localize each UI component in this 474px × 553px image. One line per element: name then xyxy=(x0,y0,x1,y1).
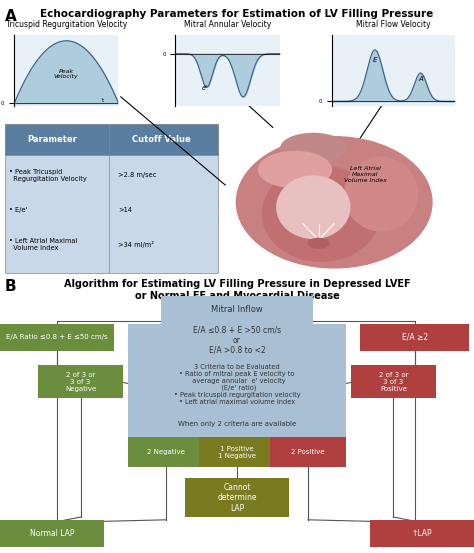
Text: Mitral Inflow: Mitral Inflow xyxy=(211,305,263,314)
Text: 2 of 3 or
3 of 3
Positive: 2 of 3 or 3 of 3 Positive xyxy=(379,372,408,392)
FancyBboxPatch shape xyxy=(270,437,346,467)
Text: ↑LAP: ↑LAP xyxy=(411,529,432,538)
Text: Cannot
determine
LAP: Cannot determine LAP xyxy=(217,483,257,513)
FancyBboxPatch shape xyxy=(370,520,474,547)
Text: >14: >14 xyxy=(118,207,133,213)
Text: Tricuspid Regurgitation Velocity: Tricuspid Regurgitation Velocity xyxy=(6,20,127,29)
FancyBboxPatch shape xyxy=(351,365,436,398)
FancyBboxPatch shape xyxy=(128,357,346,412)
Text: >2.8 m/sec: >2.8 m/sec xyxy=(118,173,157,179)
Text: Normal LAP: Normal LAP xyxy=(30,529,74,538)
Text: • Left Atrial Maximal
  Volume Index: • Left Atrial Maximal Volume Index xyxy=(9,238,78,251)
Text: 2 of 3 or
3 of 3
Negative: 2 of 3 or 3 of 3 Negative xyxy=(65,372,96,392)
Text: Algorithm for Estimating LV Filling Pressure in Depressed LVEF
or Normal EF and : Algorithm for Estimating LV Filling Pres… xyxy=(64,279,410,301)
Text: Mitral Annular Velocity: Mitral Annular Velocity xyxy=(184,20,271,29)
FancyBboxPatch shape xyxy=(5,124,218,273)
Text: When only 2 criteria are available: When only 2 criteria are available xyxy=(178,421,296,427)
Text: B: B xyxy=(5,279,17,294)
Text: 3 Criteria to be Evaluated
• Ratio of mitral peak E velocity to
  average annula: 3 Criteria to be Evaluated • Ratio of mi… xyxy=(173,363,301,405)
FancyBboxPatch shape xyxy=(5,124,218,155)
Text: >34 ml/m²: >34 ml/m² xyxy=(118,241,155,248)
Text: 1 Positive
1 Negative: 1 Positive 1 Negative xyxy=(218,446,256,458)
FancyBboxPatch shape xyxy=(199,437,275,467)
Text: • E/e': • E/e' xyxy=(9,207,28,213)
FancyBboxPatch shape xyxy=(128,412,346,437)
Text: Mitral Flow Velocity: Mitral Flow Velocity xyxy=(356,20,431,29)
Text: 2 Negative: 2 Negative xyxy=(147,449,185,455)
FancyBboxPatch shape xyxy=(0,520,104,547)
Text: E/A Ratio ≤0.8 + E ≤50 cm/s: E/A Ratio ≤0.8 + E ≤50 cm/s xyxy=(6,335,108,340)
Text: 2 Positive: 2 Positive xyxy=(292,449,325,455)
FancyBboxPatch shape xyxy=(161,296,313,324)
FancyBboxPatch shape xyxy=(360,324,469,351)
Text: Cutoff Value: Cutoff Value xyxy=(132,135,191,144)
Text: • Peak Tricuspid
  Regurgitation Velocity: • Peak Tricuspid Regurgitation Velocity xyxy=(9,169,87,182)
Text: A: A xyxy=(5,9,17,24)
Text: E/A ≤0.8 + E >50 cm/s
or
E/A >0.8 to <2: E/A ≤0.8 + E >50 cm/s or E/A >0.8 to <2 xyxy=(193,325,281,355)
FancyBboxPatch shape xyxy=(185,478,289,517)
FancyBboxPatch shape xyxy=(0,324,114,351)
Text: E/A ≥2: E/A ≥2 xyxy=(401,333,428,342)
Text: Echocardiography Parameters for Estimation of LV Filling Pressure: Echocardiography Parameters for Estimati… xyxy=(40,9,434,19)
FancyBboxPatch shape xyxy=(128,324,346,357)
FancyBboxPatch shape xyxy=(38,365,123,398)
Text: Parameter: Parameter xyxy=(27,135,77,144)
FancyBboxPatch shape xyxy=(128,437,204,467)
